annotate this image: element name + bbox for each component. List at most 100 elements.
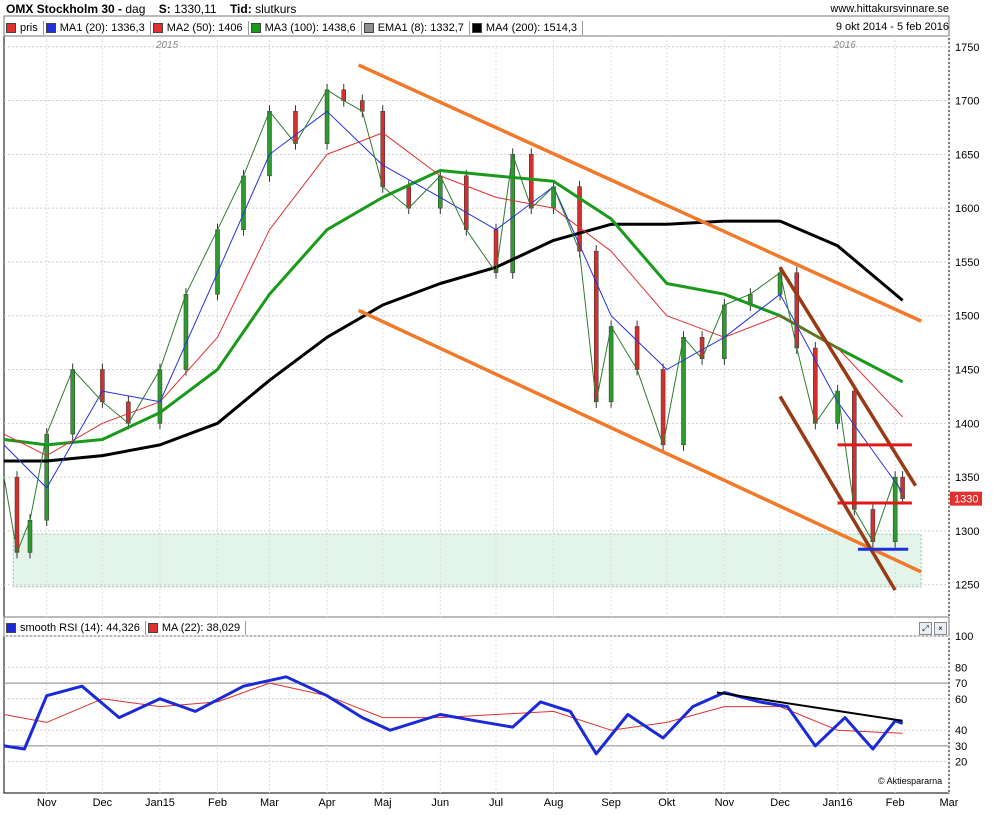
legend-swatch: [6, 23, 16, 33]
candle-body: [215, 229, 220, 295]
candle-body: [464, 175, 469, 230]
candle-body: [438, 175, 443, 209]
price-tick-label: 1250: [955, 580, 979, 592]
candle-body: [681, 337, 686, 446]
rsi-tick-label: 60: [955, 694, 967, 706]
rsi-tick-label: 70: [955, 678, 967, 690]
candle-body: [157, 369, 163, 424]
price-tick-label: 1450: [955, 365, 979, 377]
legend-item: MA1 (20): 1336,3: [44, 21, 151, 35]
candle-body: [44, 433, 49, 521]
chart-header: OMX Stockholm 30 - dag S: 1330,11 Tid: s…: [6, 2, 296, 16]
legend-item: pris: [4, 21, 44, 35]
rsi-legend-item: MA (22): 38,029: [146, 621, 247, 635]
x-tick-label: Okt: [658, 797, 675, 809]
candle-body: [14, 476, 20, 553]
trend-line: [778, 266, 918, 487]
rsi-line: [3, 675, 904, 756]
period-label: dag: [125, 2, 146, 16]
price-tick-label: 1650: [955, 149, 979, 161]
candle-body: [380, 111, 385, 187]
x-tick-label: Nov: [37, 797, 57, 809]
close-icon[interactable]: ×: [934, 622, 947, 635]
candle-body: [183, 293, 189, 370]
x-tick-label: Nov: [715, 797, 735, 809]
price-tick-label: 1700: [955, 96, 979, 108]
close-value: 1330,11: [174, 2, 217, 16]
date-range: 9 okt 2014 - 5 feb 2016: [835, 21, 949, 33]
legend-swatch: [152, 23, 163, 33]
x-tick-label: Aug: [544, 797, 564, 809]
candle-body: [892, 476, 898, 542]
x-tick-label: Sep: [601, 797, 621, 809]
website-link[interactable]: www.hittakursvinnare.se: [830, 3, 949, 15]
candle-body: [634, 326, 640, 370]
legend-swatch: [147, 623, 158, 633]
candle-body: [406, 186, 411, 209]
legend-label: MA (22): 38,029: [161, 622, 241, 634]
legend-bar: [3, 15, 950, 37]
rsi-trend-line: [716, 691, 903, 722]
legend-label: pris: [20, 22, 38, 34]
x-tick-label: Maj: [374, 797, 392, 809]
last-price-tag: [950, 491, 982, 506]
candle-body: [777, 272, 783, 295]
price-tick-label: 1400: [955, 418, 979, 430]
price-tick-label: 1350: [955, 472, 979, 484]
price-panel: [3, 35, 950, 618]
legend-item: MA3 (100): 1438,6: [249, 21, 362, 35]
candle-body: [341, 89, 347, 101]
x-tick-label: Feb: [208, 797, 227, 809]
support-zone: [12, 533, 922, 588]
time-value: slutkurs: [255, 2, 297, 16]
trend-line: [357, 308, 922, 574]
rsi-tick-label: 80: [955, 662, 967, 674]
x-tick-label: Jan16: [823, 797, 853, 809]
x-tick-label: Jan15: [145, 797, 175, 809]
legend-label: MA1 (20): 1336,3: [59, 22, 145, 34]
price-tick-label: 1300: [955, 526, 979, 538]
candle-body: [660, 369, 666, 446]
rsi-panel: [3, 635, 950, 794]
legend-label: MA2 (50): 1406: [166, 22, 243, 34]
x-tick-label: Dec: [93, 797, 113, 809]
price-tick-label: 1550: [955, 257, 979, 269]
rsi-legend-item: smooth RSI (14): 44,326: [4, 621, 146, 635]
candle-body: [100, 369, 105, 403]
credit-label: © Aktiespararna: [878, 776, 943, 786]
candle-body: [529, 154, 534, 209]
ma3-line: [3, 169, 904, 447]
candle-body: [267, 111, 272, 177]
rsi-tick-label: 40: [955, 725, 967, 737]
price-line: [3, 89, 904, 553]
legend-item: MA2 (50): 1406: [151, 21, 249, 35]
close-label: S:: [158, 2, 171, 16]
price-tick-label: 1500: [955, 311, 979, 323]
year-label: 2015: [155, 40, 179, 51]
candle-body: [593, 250, 599, 403]
candle-body: [852, 390, 857, 510]
legend-item: EMA1 (8): 1332,7: [362, 21, 470, 35]
legend-swatch: [6, 623, 16, 633]
candle-body: [70, 369, 75, 435]
x-tick-label: Mar: [260, 797, 279, 809]
legend-swatch: [363, 23, 374, 33]
x-tick-label: Jun: [431, 797, 449, 809]
legend-label: MA3 (100): 1438,6: [264, 22, 356, 34]
legend-swatch: [45, 23, 56, 33]
expand-icon[interactable]: ⤢: [919, 622, 932, 635]
legend-swatch: [250, 23, 261, 33]
price-tick-label: 1750: [955, 42, 979, 54]
rsi-tick-label: 20: [955, 757, 967, 769]
time-label: Tid:: [229, 2, 252, 16]
rsi-legend: smooth RSI (14): 44,326 MA (22): 38,029: [4, 621, 247, 635]
x-tick-label: Apr: [318, 797, 335, 809]
ma1-line: [3, 110, 904, 493]
x-tick-label: Feb: [886, 797, 905, 809]
legend-label: smooth RSI (14): 44,326: [20, 622, 140, 634]
candle-body: [794, 272, 800, 349]
rsi-legend-bar: [3, 616, 950, 637]
legend-swatch: [471, 23, 482, 33]
